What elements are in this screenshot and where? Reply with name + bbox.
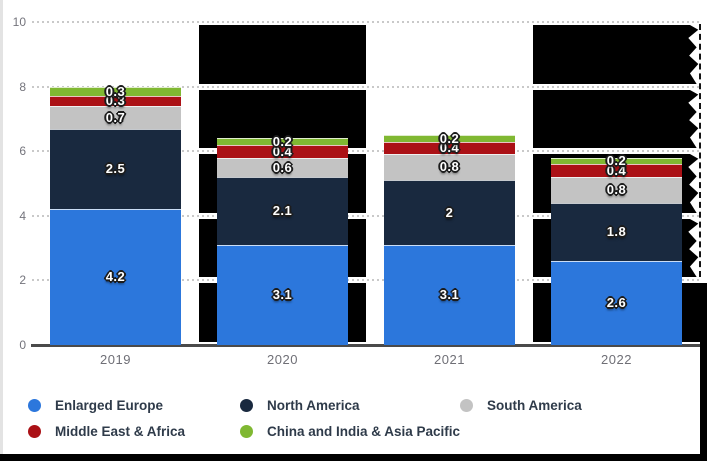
x-axis-line — [31, 344, 700, 347]
legend-item-label: China and India & Asia Pacific — [267, 423, 461, 439]
bar-2020-south-america[interactable] — [217, 158, 348, 177]
bar-2021-china-and-india-asia-pacific[interactable] — [384, 135, 515, 142]
bottom-edge-black-bar — [0, 454, 707, 461]
torn-edge-dashed-line — [699, 24, 701, 277]
bar-label-2019-north-america: 2.5 — [105, 161, 126, 176]
bar-2021-north-america[interactable] — [384, 180, 515, 245]
bar-2022-south-america[interactable] — [551, 177, 682, 203]
bar-2019-north-america[interactable] — [50, 129, 181, 209]
bar-2021-enlarged-europe[interactable] — [384, 245, 515, 345]
bar-label-2021-enlarged-europe: 3.1 — [439, 287, 460, 302]
legend-marker-icon — [240, 398, 253, 412]
legend-marker-icon — [28, 424, 41, 438]
blackout-patch-2022-1 — [533, 90, 699, 148]
legend-marker-icon — [240, 424, 253, 438]
blackout-patch-2022-0 — [533, 25, 699, 84]
bar-2019-middle-east-africa[interactable] — [50, 96, 181, 106]
bar-label-2019-china-and-india-asia-pacific: 0.3 — [105, 84, 126, 99]
bar-label-2019-middle-east-africa: 0.3 — [105, 93, 126, 108]
legend-item-south-america[interactable]: South America — [460, 397, 582, 413]
bar-label-2022-middle-east-africa: 0.4 — [606, 163, 627, 178]
bar-label-2022-enlarged-europe: 2.6 — [606, 295, 627, 310]
x-axis-label-2020: 2020 — [267, 352, 298, 367]
bar-label-2021-south-america: 0.8 — [439, 159, 460, 174]
legend-item-middle-east-africa[interactable]: Middle East & Africa — [28, 423, 186, 439]
bar-2021-south-america[interactable] — [384, 154, 515, 180]
y-tick-label-0: 0 — [19, 338, 26, 352]
x-axis-label-2022: 2022 — [601, 352, 632, 367]
gridline-4 — [32, 215, 700, 217]
legend-marker-icon — [28, 398, 41, 412]
legend-item-label: North America — [267, 397, 360, 413]
gridline-8 — [32, 86, 700, 88]
bar-2021-middle-east-africa[interactable] — [384, 142, 515, 154]
y-tick-label-8: 8 — [19, 80, 26, 94]
bar-label-2020-south-america: 0.6 — [272, 160, 293, 175]
bar-2020-china-and-india-asia-pacific[interactable] — [217, 138, 348, 145]
legend-marker-icon — [460, 398, 473, 412]
bar-2019-enlarged-europe[interactable] — [50, 209, 181, 345]
bar-2022-north-america[interactable] — [551, 203, 682, 261]
legend-item-north-america[interactable]: North America — [240, 397, 360, 413]
y-tick-label-6: 6 — [19, 144, 26, 158]
legend-item-label: Middle East & Africa — [55, 423, 186, 439]
bar-label-2019-enlarged-europe: 4.2 — [105, 269, 126, 284]
bar-label-2020-middle-east-africa: 0.4 — [272, 144, 293, 159]
gridline-2 — [32, 279, 700, 281]
bar-2019-south-america[interactable] — [50, 106, 181, 129]
bar-label-2022-north-america: 1.8 — [606, 224, 627, 239]
bar-label-2022-china-and-india-asia-pacific: 0.2 — [606, 153, 627, 168]
bar-label-2020-north-america: 2.1 — [272, 203, 293, 218]
bar-label-2022-south-america: 0.8 — [606, 182, 627, 197]
legend-item-china-and-india-asia-pacific[interactable]: China and India & Asia Pacific — [240, 423, 461, 439]
bar-2020-middle-east-africa[interactable] — [217, 145, 348, 158]
bar-2022-china-and-india-asia-pacific[interactable] — [551, 158, 682, 164]
bar-label-2020-china-and-india-asia-pacific: 0.2 — [272, 134, 293, 149]
bar-2019-china-and-india-asia-pacific[interactable] — [50, 87, 181, 96]
bar-2022-enlarged-europe[interactable] — [551, 261, 682, 345]
blackout-patch-2020-0 — [199, 25, 366, 84]
bar-2020-north-america[interactable] — [217, 177, 348, 245]
bar-2022-middle-east-africa[interactable] — [551, 164, 682, 177]
bar-label-2020-enlarged-europe: 3.1 — [272, 287, 293, 302]
x-axis-label-2021: 2021 — [434, 352, 465, 367]
x-axis-label-2019: 2019 — [100, 352, 131, 367]
legend-item-label: Enlarged Europe — [55, 397, 164, 413]
bar-2020-enlarged-europe[interactable] — [217, 245, 348, 345]
y-tick-label-10: 10 — [12, 15, 26, 29]
bar-label-2019-south-america: 0.7 — [105, 110, 126, 125]
gridline-6 — [32, 150, 700, 152]
bar-label-2021-china-and-india-asia-pacific: 0.2 — [439, 131, 460, 146]
legend-item-enlarged-europe[interactable]: Enlarged Europe — [28, 397, 164, 413]
right-edge-black-bar — [700, 283, 707, 461]
bar-label-2021-middle-east-africa: 0.4 — [439, 140, 460, 155]
y-tick-label-4: 4 — [19, 209, 26, 223]
y-tick-label-2: 2 — [19, 273, 26, 287]
left-edge-border — [0, 0, 3, 454]
gridline-10 — [32, 21, 700, 23]
bar-label-2021-north-america: 2 — [445, 205, 454, 220]
legend-item-label: South America — [487, 397, 582, 413]
